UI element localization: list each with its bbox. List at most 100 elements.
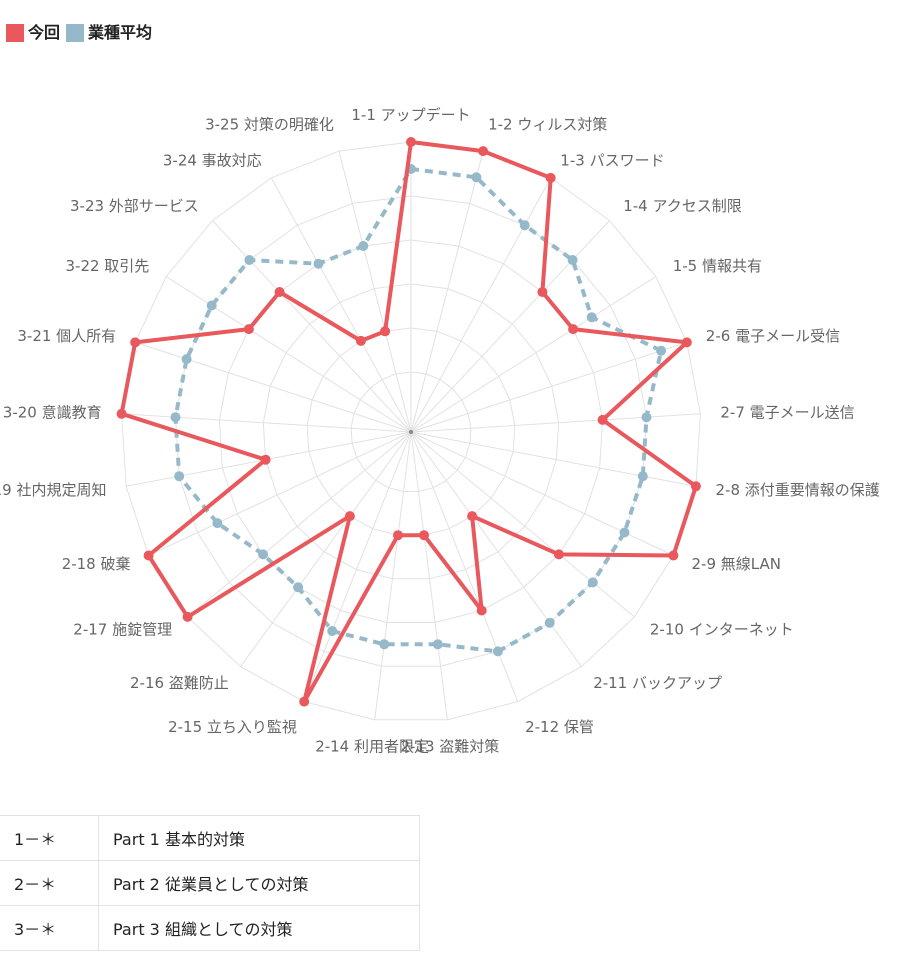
axis-label: 3-20 意識教育 xyxy=(3,404,102,422)
data-point-current-24[interactable] xyxy=(355,335,366,346)
grid-spoke xyxy=(338,150,412,433)
data-point-current-8[interactable] xyxy=(690,481,701,492)
data-point-average-3[interactable] xyxy=(519,220,530,231)
data-point-current-14[interactable] xyxy=(393,530,403,541)
part-description: Part 1 基本的対策 xyxy=(98,815,420,861)
data-point-average-14[interactable] xyxy=(379,639,390,650)
data-point-current-7[interactable] xyxy=(597,414,608,425)
data-point-current-15[interactable] xyxy=(299,696,310,707)
chart-legend: 今回 業種平均 xyxy=(6,22,158,44)
axis-label: 2-19 社内規定周知 xyxy=(0,481,107,499)
data-point-average-18[interactable] xyxy=(212,518,223,529)
data-point-current-4[interactable] xyxy=(537,287,548,297)
data-point-current-10[interactable] xyxy=(553,549,564,560)
data-point-current-3[interactable] xyxy=(545,172,556,183)
data-point-current-20[interactable] xyxy=(116,408,127,419)
table-row: 3－＊ Part 3 組織としての対策 xyxy=(0,905,420,951)
data-point-average-4[interactable] xyxy=(567,255,578,265)
axis-label: 1-1 アップデート xyxy=(351,106,470,124)
series-current xyxy=(116,137,701,707)
grid-spoke xyxy=(303,431,412,702)
data-point-average-22[interactable] xyxy=(206,300,217,311)
series-average xyxy=(170,164,667,657)
data-point-average-6[interactable] xyxy=(656,345,667,356)
legend-label-average: 業種平均 xyxy=(88,23,153,42)
grid-ring-6 xyxy=(121,141,701,721)
data-point-current-9[interactable] xyxy=(668,550,679,561)
grid-ring-1 xyxy=(350,371,472,492)
axis-label: 2-18 破棄 xyxy=(62,555,131,573)
data-point-average-11[interactable] xyxy=(544,617,555,628)
series-line-current xyxy=(119,140,698,704)
radar-series xyxy=(116,137,701,707)
grid-spoke xyxy=(410,431,448,720)
data-point-current-22[interactable] xyxy=(243,324,254,335)
axis-label: 3-24 事故対応 xyxy=(163,151,262,169)
data-point-current-18[interactable] xyxy=(143,550,154,561)
radar-grid xyxy=(121,141,701,721)
data-point-average-7[interactable] xyxy=(641,412,652,423)
data-point-average-9[interactable] xyxy=(619,527,630,538)
data-point-current-19[interactable] xyxy=(260,454,271,465)
data-point-average-21[interactable] xyxy=(181,354,192,365)
data-point-current-23[interactable] xyxy=(274,287,285,297)
axis-label: 2-17 施錠管理 xyxy=(73,621,172,639)
part-code: 1－＊ xyxy=(0,815,99,861)
data-point-current-21[interactable] xyxy=(130,337,141,348)
data-point-average-23[interactable] xyxy=(244,255,255,265)
data-point-current-12[interactable] xyxy=(476,605,487,616)
data-point-average-17[interactable] xyxy=(258,549,269,560)
legend-item-current[interactable]: 今回 xyxy=(6,24,60,42)
data-point-average-16[interactable] xyxy=(293,582,304,593)
grid-ring-4 xyxy=(218,239,604,623)
data-point-average-12[interactable] xyxy=(492,646,503,657)
axis-label: 2-7 電子メール送信 xyxy=(720,404,854,422)
data-point-average-20[interactable] xyxy=(170,412,181,423)
axis-label: 2-12 保管 xyxy=(525,718,594,736)
grid-spoke xyxy=(410,276,657,433)
data-point-current-1[interactable] xyxy=(406,137,416,147)
axis-label: 2-13 盗難対策 xyxy=(400,738,499,756)
grid-spoke xyxy=(410,220,610,433)
part-description: Part 2 従業員としての対策 xyxy=(98,860,420,906)
data-point-current-6[interactable] xyxy=(681,337,692,348)
part-description: Part 3 組織としての対策 xyxy=(98,905,420,951)
data-point-average-10[interactable] xyxy=(587,577,598,588)
part-code: 3－＊ xyxy=(0,905,99,951)
axis-label: 1-4 アクセス制限 xyxy=(623,197,742,215)
data-point-current-16[interactable] xyxy=(344,511,355,522)
legend-label-current: 今回 xyxy=(28,23,61,42)
data-point-average-24[interactable] xyxy=(313,258,324,269)
axis-label: 1-3 パスワード xyxy=(560,151,664,169)
radar-center xyxy=(409,430,413,434)
table-row: 2－＊ Part 2 従業員としての対策 xyxy=(0,860,420,906)
grid-spoke xyxy=(410,431,674,556)
grid-spoke xyxy=(240,431,412,667)
grid-spoke xyxy=(410,431,582,667)
data-point-average-19[interactable] xyxy=(174,471,185,482)
data-point-average-25[interactable] xyxy=(358,241,369,251)
part-reference-table: 1－＊ Part 1 基本的対策 2－＊ Part 2 従業員としての対策 3－… xyxy=(0,815,420,951)
data-point-average-15[interactable] xyxy=(327,626,338,636)
grid-spoke xyxy=(410,431,519,702)
data-point-average-2[interactable] xyxy=(471,172,482,183)
axis-label: 2-6 電子メール受信 xyxy=(706,327,840,345)
data-point-current-25[interactable] xyxy=(380,326,391,337)
grid-spoke xyxy=(165,276,412,433)
grid-spoke xyxy=(374,431,412,720)
data-point-average-13[interactable] xyxy=(432,639,443,650)
axis-label: 2-9 無線LAN xyxy=(692,555,781,573)
data-point-current-2[interactable] xyxy=(478,146,489,157)
data-point-current-11[interactable] xyxy=(467,511,478,522)
data-point-average-8[interactable] xyxy=(637,471,648,482)
grid-spoke xyxy=(148,431,412,556)
data-point-current-13[interactable] xyxy=(419,530,429,541)
axis-label: 2-11 バックアップ xyxy=(593,674,722,692)
grid-spoke xyxy=(270,177,412,433)
axis-label: 2-10 インターネット xyxy=(650,621,794,639)
data-point-average-5[interactable] xyxy=(586,312,597,323)
data-point-current-17[interactable] xyxy=(182,611,193,622)
data-point-current-5[interactable] xyxy=(568,324,579,335)
axis-label: 1-2 ウィルス対策 xyxy=(488,116,607,134)
legend-item-average[interactable]: 業種平均 xyxy=(66,24,152,42)
